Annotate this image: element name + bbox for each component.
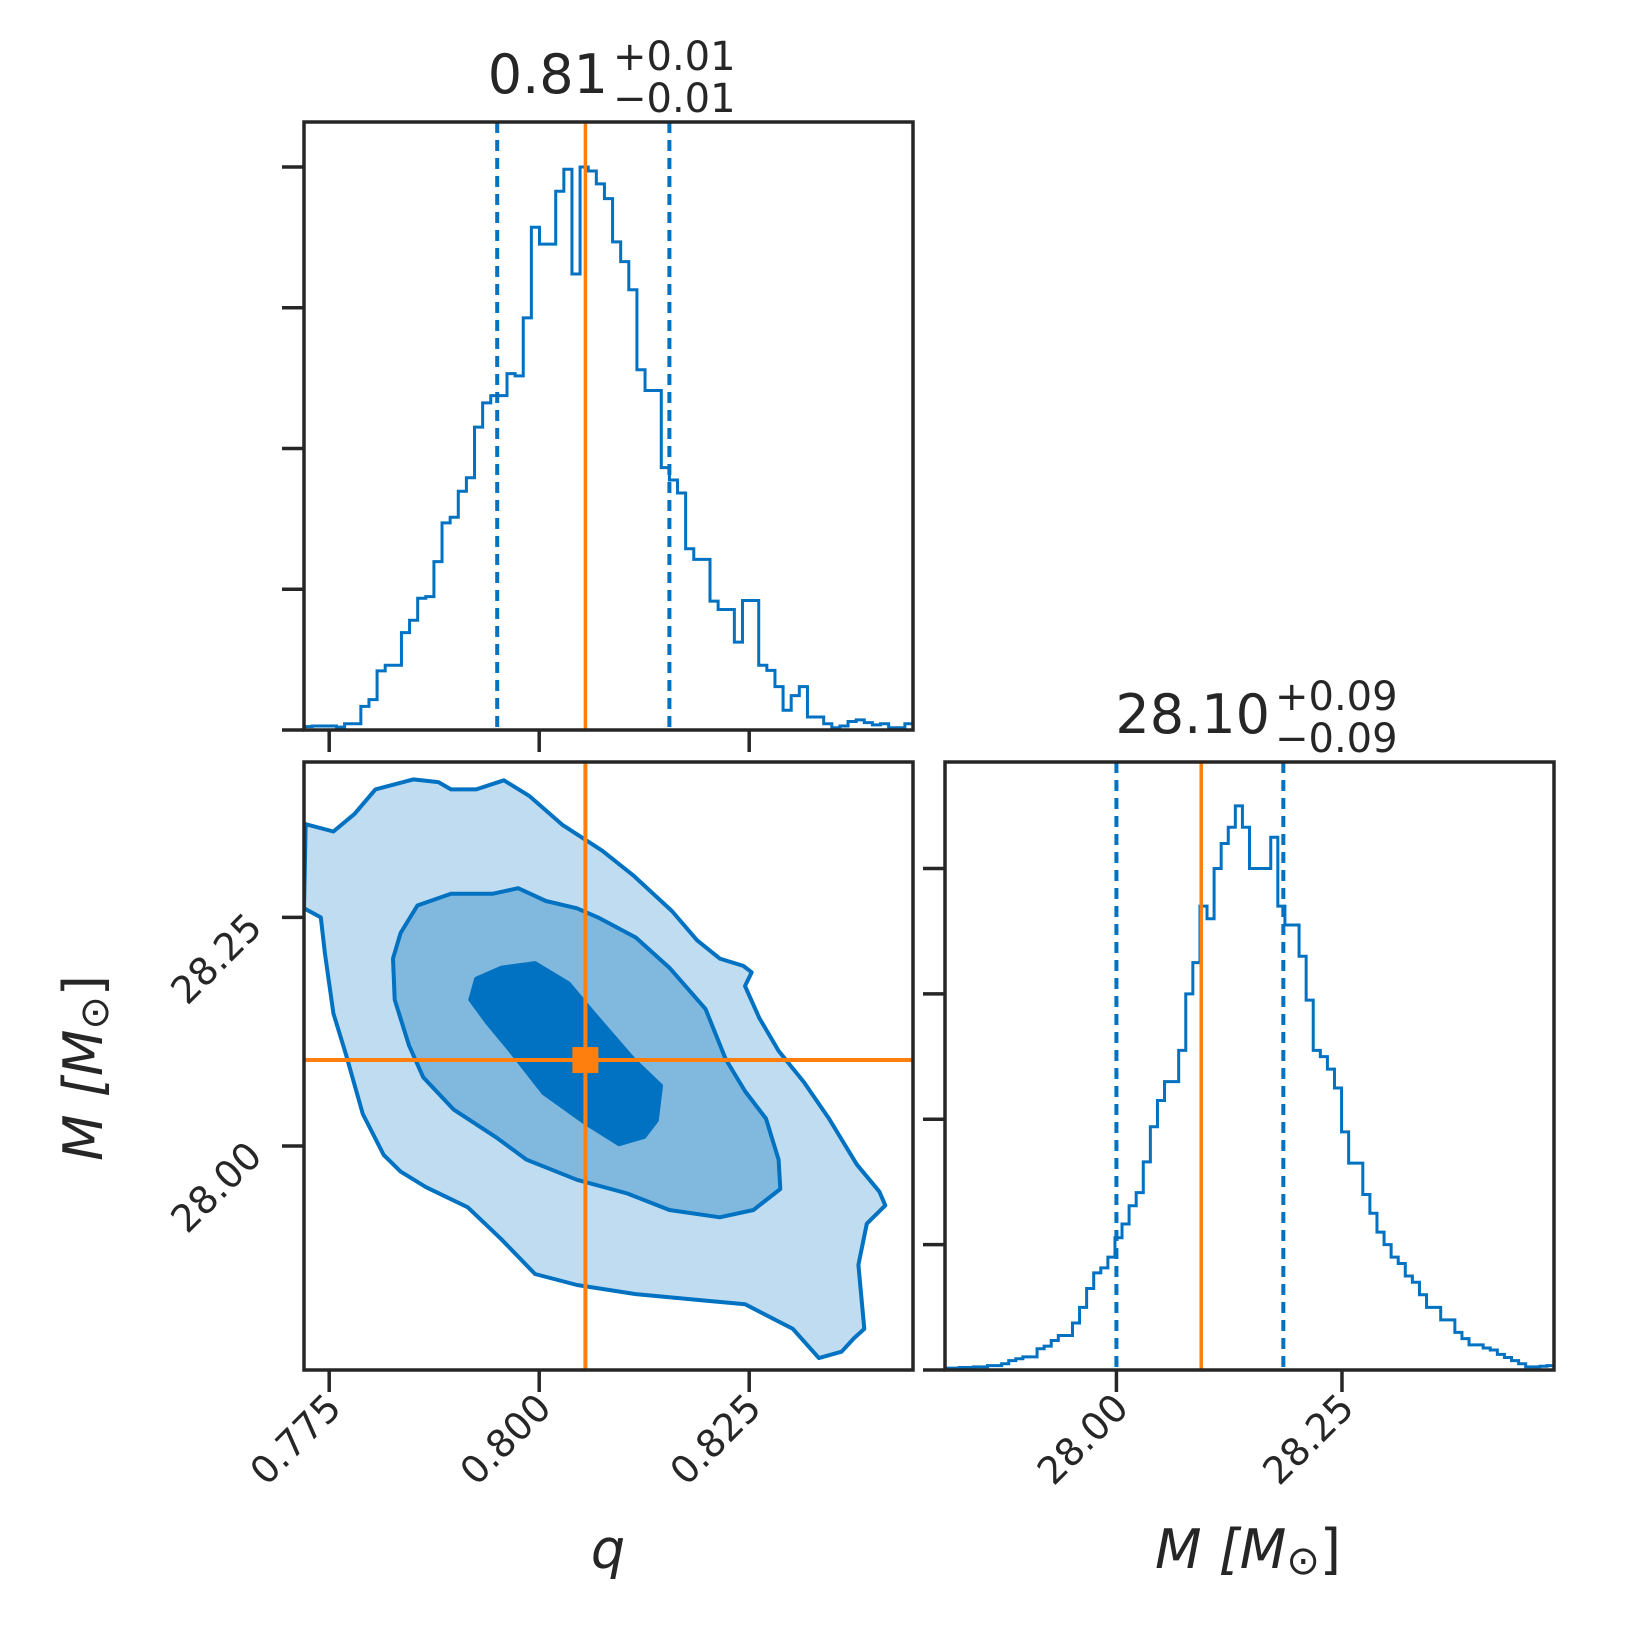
x-tick-label: 0.775 bbox=[242, 1385, 350, 1493]
m-title-upper-error: +0.09 bbox=[1275, 674, 1398, 720]
m-title: 28.10 bbox=[1115, 683, 1270, 746]
x-tick-label: 28.25 bbox=[1254, 1385, 1362, 1493]
m-marginal-panel: 28.00 28.25 28.10 +0.09 −0.09 M [M⊙] bbox=[923, 674, 1556, 1584]
y-tick-label: 28.00 bbox=[162, 1133, 270, 1241]
m-marginal-frame bbox=[943, 760, 1556, 1372]
q-marginal-frame bbox=[302, 120, 915, 732]
q-title-upper-error: +0.01 bbox=[613, 34, 736, 80]
x-tick-label: 0.800 bbox=[452, 1385, 560, 1493]
m-title-lower-error: −0.09 bbox=[1275, 716, 1398, 762]
contour-inner bbox=[468, 961, 663, 1147]
q-marginal-panel: 0.81 +0.01 −0.01 bbox=[282, 34, 915, 752]
q-title-lower-error: −0.01 bbox=[613, 76, 736, 122]
q-xaxis-label: q bbox=[591, 1518, 625, 1581]
x-tick-label: 28.00 bbox=[1029, 1385, 1137, 1493]
y-tick-label: 28.25 bbox=[162, 905, 270, 1013]
x-tick-label: 0.825 bbox=[662, 1385, 770, 1493]
histogram-step bbox=[302, 165, 915, 730]
joint-frame bbox=[302, 760, 915, 1372]
histogram-step bbox=[943, 804, 1556, 1370]
q-title: 0.81 bbox=[488, 43, 608, 106]
joint-truth-marker bbox=[572, 1047, 599, 1074]
m-xaxis-label: M [M⊙] bbox=[1155, 1518, 1341, 1584]
joint-panel: 0.775 0.800 0.825 28.00 28.25 q M [M⊙] bbox=[52, 760, 915, 1581]
m-yaxis-label: M [M⊙] bbox=[52, 975, 118, 1161]
